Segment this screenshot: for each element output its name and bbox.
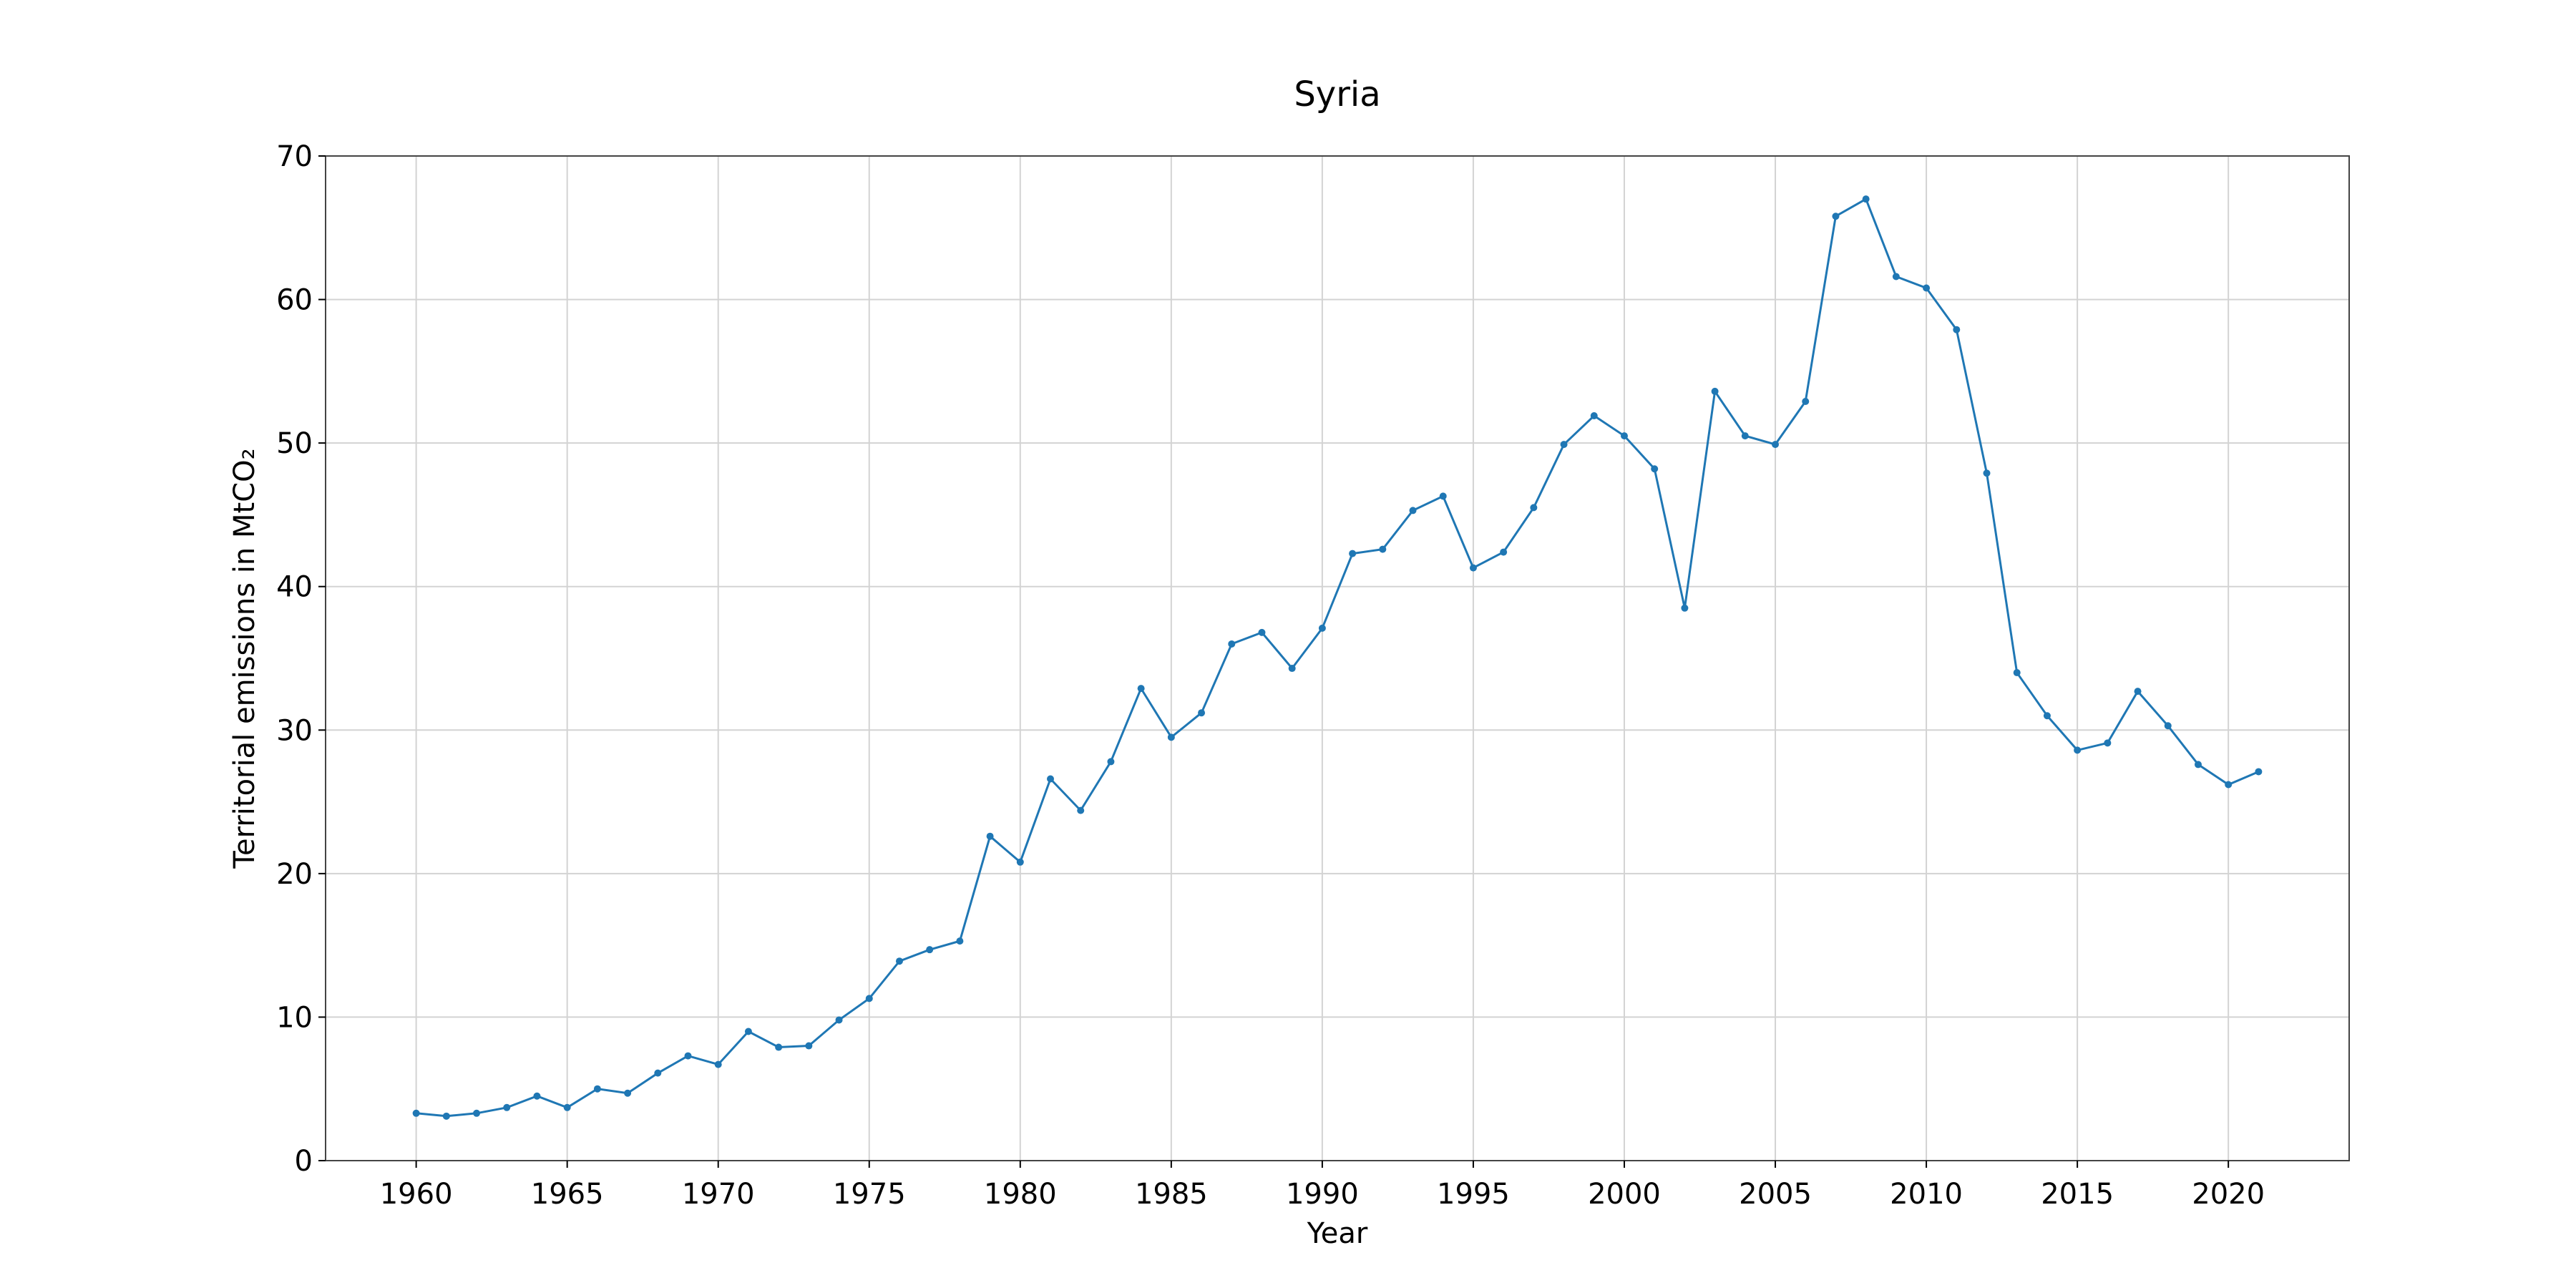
data-point (2043, 712, 2051, 720)
series-layer (412, 195, 2263, 1120)
y-axis-label: Territorial emissions in MtCO₂ (228, 448, 261, 869)
data-point (2134, 688, 2142, 696)
y-tick-label: 30 (276, 714, 313, 747)
plot-frame (325, 155, 2350, 1161)
data-point (1500, 548, 1508, 556)
data-point (1892, 273, 1900, 280)
data-point (2225, 781, 2233, 789)
data-point (1016, 858, 1024, 866)
data-point (1288, 665, 1296, 673)
data-point (2013, 669, 2021, 677)
data-point (1681, 604, 1689, 612)
data-point (442, 1112, 450, 1120)
data-point (473, 1109, 481, 1117)
data-point (1198, 709, 1206, 717)
x-tick-label: 1995 (1437, 1178, 1510, 1211)
x-tick-label: 1985 (1135, 1178, 1208, 1211)
data-point (2104, 739, 2112, 747)
data-point (1167, 733, 1175, 741)
data-point (805, 1042, 813, 1050)
data-point (835, 1016, 843, 1024)
data-point (1228, 640, 1236, 648)
data-point (1047, 775, 1055, 783)
data-point (895, 957, 903, 965)
data-point (1258, 628, 1266, 636)
data-point (1923, 284, 1931, 292)
data-point (2194, 761, 2202, 769)
y-tick-label: 40 (276, 571, 313, 604)
x-tick-label: 2020 (2192, 1178, 2265, 1211)
data-point (2074, 746, 2082, 754)
data-point (986, 832, 994, 840)
x-tick-label: 1960 (380, 1178, 453, 1211)
data-point (533, 1092, 541, 1100)
data-point (1469, 564, 1477, 572)
x-tick-label: 2015 (2041, 1178, 2114, 1211)
data-point (1802, 397, 1810, 405)
x-tick-label: 1965 (531, 1178, 604, 1211)
data-point (1711, 387, 1719, 395)
data-point (1862, 195, 1870, 203)
ticks-layer: 1960 1965 1970 1975 1980 1985 1990 1995 2000 2005… (276, 140, 2265, 1211)
x-tick-label: 1970 (682, 1178, 755, 1211)
data-point (1318, 624, 1326, 632)
data-point (775, 1043, 783, 1051)
series-line (416, 197, 2259, 1118)
data-point (684, 1052, 692, 1060)
x-tick-label: 1990 (1286, 1178, 1359, 1211)
data-point (1651, 465, 1659, 473)
data-point (1560, 441, 1568, 449)
data-point (1107, 758, 1115, 766)
data-point (2164, 722, 2172, 730)
y-tick-label: 60 (276, 284, 313, 317)
x-tick-label: 2000 (1588, 1178, 1661, 1211)
data-point (593, 1085, 601, 1093)
y-tick-label: 0 (295, 1145, 313, 1178)
data-point (563, 1103, 571, 1111)
data-point (1349, 550, 1357, 557)
data-point (1620, 432, 1628, 440)
data-point (1439, 492, 1447, 500)
grid-layer (326, 155, 2349, 1161)
data-point (503, 1103, 511, 1111)
data-point (1077, 806, 1085, 814)
data-point (624, 1089, 632, 1097)
data-point (654, 1069, 662, 1077)
data-point (865, 995, 873, 1002)
y-tick-label: 20 (276, 858, 313, 891)
data-point (1409, 507, 1417, 514)
y-tick-label: 70 (276, 140, 313, 173)
y-tick-label: 50 (276, 427, 313, 460)
data-point (1772, 441, 1780, 449)
data-point (714, 1060, 722, 1068)
x-tick-label: 2010 (1890, 1178, 1963, 1211)
data-point (1137, 685, 1145, 693)
chart-title: Syria (1294, 74, 1380, 114)
data-point (1983, 469, 1991, 477)
data-point (744, 1028, 752, 1035)
x-tick-label: 2005 (1739, 1178, 1812, 1211)
data-point (1530, 504, 1538, 512)
y-tick-label: 10 (276, 1001, 313, 1034)
data-point (2255, 768, 2263, 776)
x-tick-label: 1975 (833, 1178, 906, 1211)
data-point (1832, 213, 1840, 220)
x-tick-label: 1980 (984, 1178, 1057, 1211)
data-point (1953, 326, 1961, 333)
data-point (1379, 545, 1387, 553)
data-point (926, 946, 934, 954)
x-axis-label: Year (1307, 1217, 1368, 1250)
data-point (956, 937, 964, 945)
data-point (1590, 412, 1598, 420)
data-point (1741, 432, 1749, 440)
data-point (412, 1109, 420, 1117)
